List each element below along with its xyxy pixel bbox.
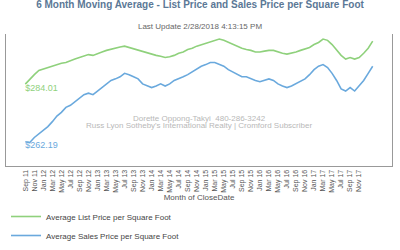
svg-text:Nov 14: Nov 14 <box>193 170 200 192</box>
svg-text:Sep 14: Sep 14 <box>184 170 192 192</box>
svg-text:Average List Price per Square: Average List Price per Square Foot <box>46 213 172 222</box>
svg-text:6 Month Moving Average - List: 6 Month Moving Average - List Price and … <box>36 0 364 10</box>
svg-text:Mar 14: Mar 14 <box>157 170 164 192</box>
svg-text:Nov 15: Nov 15 <box>247 170 254 192</box>
svg-text:Last Update 2/28/2018 4:13:15: Last Update 2/28/2018 4:13:15 PM <box>138 22 262 31</box>
svg-text:May 14: May 14 <box>166 170 174 193</box>
svg-text:Jul 17: Jul 17 <box>337 170 344 189</box>
svg-text:Jan 16: Jan 16 <box>256 170 263 191</box>
svg-text:Mar 12: Mar 12 <box>49 170 56 192</box>
svg-text:Sep 12: Sep 12 <box>76 170 84 192</box>
svg-text:Jan 15: Jan 15 <box>202 170 209 191</box>
svg-text:Jan 12: Jan 12 <box>40 170 47 191</box>
svg-text:May 13: May 13 <box>112 170 120 193</box>
svg-text:Jul 15: Jul 15 <box>229 170 236 189</box>
svg-text:Dorette Oppong-Takyi 480-286-: Dorette Oppong-Takyi 480-286-3242 <box>133 114 266 123</box>
svg-text:Sep 13: Sep 13 <box>130 170 138 192</box>
svg-text:May 12: May 12 <box>58 170 66 193</box>
svg-text:Month of CloseDate: Month of CloseDate <box>164 193 235 202</box>
svg-text:Nov 16: Nov 16 <box>301 170 308 192</box>
svg-text:Jan 17: Jan 17 <box>310 170 317 191</box>
svg-text:Nov 13: Nov 13 <box>139 170 146 192</box>
svg-text:May 15: May 15 <box>220 170 228 193</box>
svg-text:$262.19: $262.19 <box>25 140 58 150</box>
svg-text:Mar 15: Mar 15 <box>211 170 218 192</box>
svg-text:Sep 11: Sep 11 <box>22 170 30 192</box>
svg-text:Average Sales Price per Square: Average Sales Price per Square Foot <box>46 232 179 241</box>
svg-text:Nov 11: Nov 11 <box>31 170 38 192</box>
svg-text:Mar 16: Mar 16 <box>265 170 272 192</box>
svg-text:Jul 16: Jul 16 <box>283 170 290 189</box>
svg-text:Nov 12: Nov 12 <box>85 170 92 192</box>
svg-text:Jan 13: Jan 13 <box>94 170 101 191</box>
svg-text:Sep 17: Sep 17 <box>346 170 354 192</box>
svg-text:Mar 13: Mar 13 <box>103 170 110 192</box>
svg-text:Mar 17: Mar 17 <box>319 170 326 192</box>
svg-text:Jan 14: Jan 14 <box>148 170 155 191</box>
svg-text:Sep 16: Sep 16 <box>292 170 300 192</box>
svg-text:Jul 14: Jul 14 <box>175 170 182 189</box>
svg-text:May 17: May 17 <box>328 170 336 193</box>
svg-text:Nov 17: Nov 17 <box>355 170 362 192</box>
svg-text:Russ Lyon Sotheby's Internatio: Russ Lyon Sotheby's International Realty… <box>86 121 312 130</box>
svg-text:Sep 15: Sep 15 <box>238 170 246 192</box>
svg-text:May 16: May 16 <box>274 170 282 193</box>
svg-text:$284.01: $284.01 <box>25 83 58 93</box>
svg-text:Jul 13: Jul 13 <box>121 170 128 189</box>
svg-text:Jul 12: Jul 12 <box>67 170 74 189</box>
